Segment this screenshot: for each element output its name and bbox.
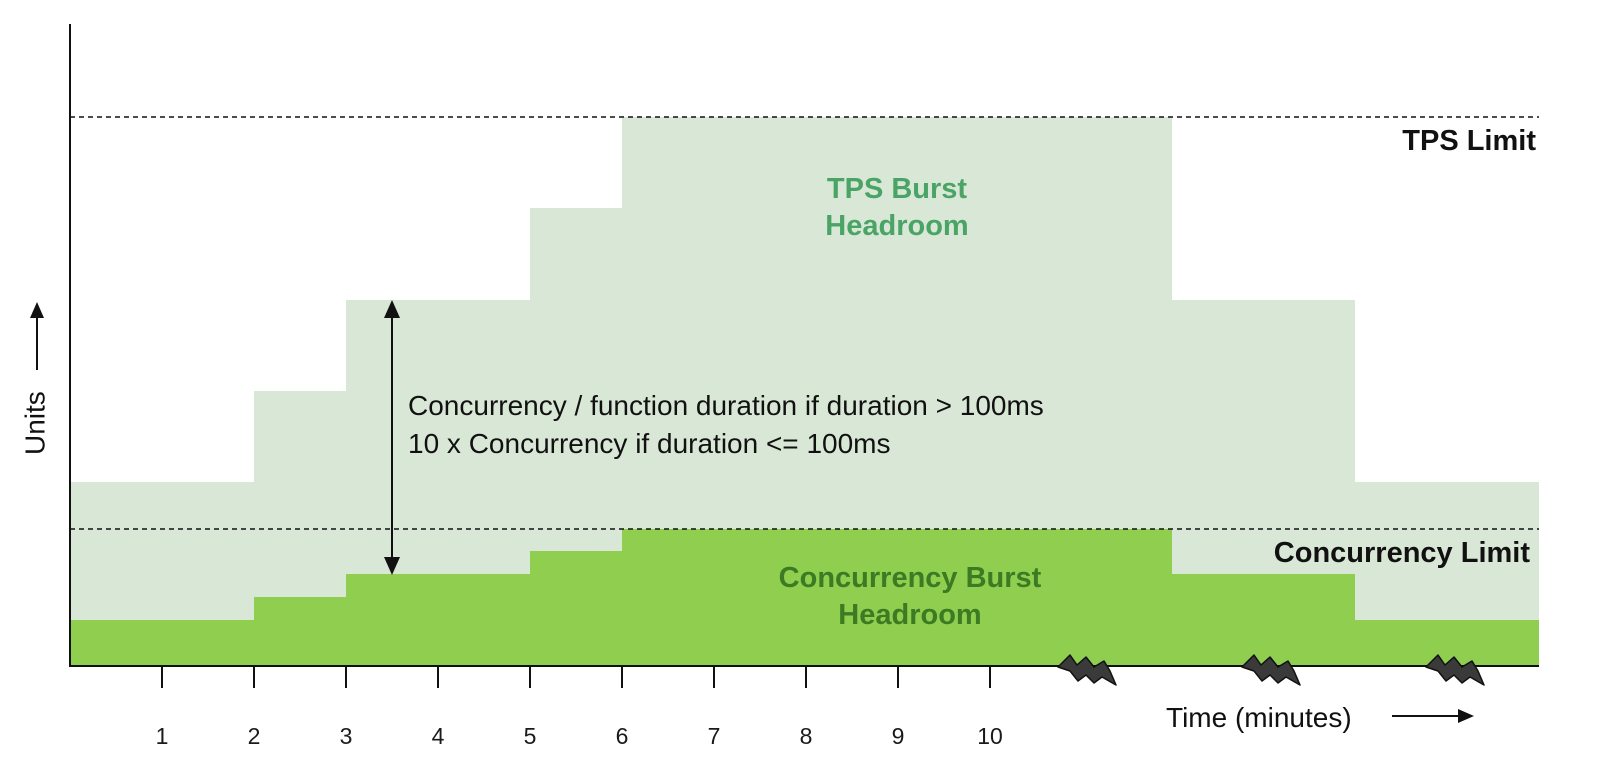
- lightning-icon: [1425, 654, 1485, 686]
- double-arrow-icon: [384, 300, 400, 575]
- x-tick-label: 10: [977, 723, 1003, 749]
- x-tick-label: 2: [248, 723, 261, 749]
- x-tick-label: 9: [892, 723, 905, 749]
- formula-line: Concurrency / function duration if durat…: [408, 390, 1044, 421]
- tps-headroom-label: TPS Burst: [827, 173, 968, 205]
- y-axis-title: Units: [19, 391, 50, 455]
- concurrency-headroom-label: Headroom: [838, 599, 981, 631]
- formula-line: 10 x Concurrency if duration <= 100ms: [408, 428, 890, 459]
- x-tick-label: 7: [708, 723, 721, 749]
- concurrency-headroom-label: Concurrency Burst: [779, 562, 1042, 594]
- x-axis-title: Time (minutes): [1166, 702, 1352, 733]
- lightning-icon: [1241, 654, 1301, 686]
- x-tick-label: 8: [800, 723, 813, 749]
- x-tick-label: 4: [432, 723, 445, 749]
- x-tick-label: 1: [156, 723, 169, 749]
- x-tick-label: 3: [340, 723, 353, 749]
- tps-headroom-label: Headroom: [825, 210, 968, 242]
- y-axis-arrow-icon: [30, 302, 44, 370]
- concurrency-limit-label: Concurrency Limit: [1274, 537, 1531, 569]
- lightning-icon: [1057, 654, 1117, 686]
- tps-usage-area: [70, 117, 1539, 665]
- concurrency-usage-area: [70, 529, 1539, 665]
- tps-limit-label: TPS Limit: [1402, 125, 1536, 157]
- x-axis-ticks: [161, 667, 991, 688]
- x-tick-label: 5: [524, 723, 537, 749]
- x-tick-label: 6: [616, 723, 629, 749]
- x-axis-arrow-icon: [1392, 709, 1474, 723]
